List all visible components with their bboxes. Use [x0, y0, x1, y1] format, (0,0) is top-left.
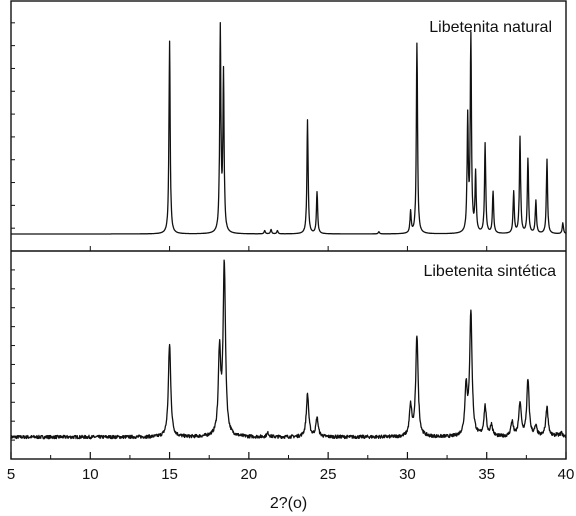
plot-border	[10, 0, 567, 460]
x-axis-ticks: 5 10 15 20 25 30 35 40	[7, 246, 575, 483]
x-tick-label: 30	[399, 466, 416, 483]
trace-natural	[10, 22, 567, 235]
trace-sintetica	[10, 259, 567, 440]
x-tick-label: 15	[161, 466, 178, 483]
panel-label-natural: Libetenita natural	[429, 19, 552, 36]
traces	[10, 22, 567, 440]
x-tick-label: 10	[82, 466, 99, 483]
y-minor-ticks	[11, 22, 15, 441]
plot-frame	[10, 0, 567, 460]
x-tick-label: 5	[7, 466, 15, 483]
x-axis-label: 2?(o)	[270, 495, 307, 512]
x-tick-label: 25	[320, 466, 337, 483]
panel-labels: Libetenita natural Libetenita sintética	[423, 19, 556, 280]
panel-label-sintetica: Libetenita sintética	[423, 263, 556, 280]
x-tick-label: 20	[241, 466, 258, 483]
x-tick-label: 40	[558, 466, 575, 483]
x-tick-label: 35	[478, 466, 495, 483]
